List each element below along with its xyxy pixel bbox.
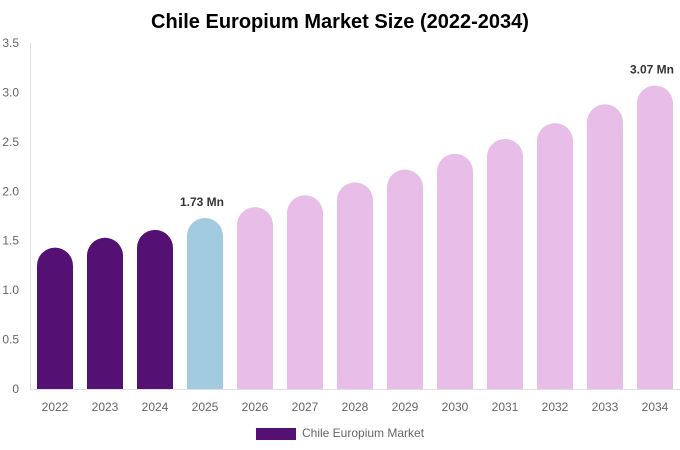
x-tick-label: 2026 <box>242 400 269 414</box>
y-axis: 0 0.5 1.0 1.5 2.0 2.5 3.0 3.5 <box>2 36 31 396</box>
x-axis: 2022 2023 2024 2025 2026 2027 2028 2029 2030 2031… <box>30 389 680 414</box>
x-tick-label: 2022 <box>42 400 69 414</box>
y-tick-label: 2.0 <box>2 184 19 198</box>
y-tick-label: 1.5 <box>2 234 19 248</box>
bar-2032 <box>537 123 573 389</box>
x-tick-label: 2030 <box>442 400 469 414</box>
data-label: 1.73 Mn <box>180 195 224 209</box>
bar-2031 <box>487 138 523 389</box>
bars: 1.73 Mn 3.07 Mn <box>37 63 674 389</box>
x-tick-label: 2034 <box>642 400 669 414</box>
y-tick-label: 3.5 <box>2 36 19 50</box>
x-tick-label: 2029 <box>392 400 419 414</box>
bar-2022 <box>37 247 73 389</box>
x-tick-label: 2023 <box>92 400 119 414</box>
legend-label: Chile Europium Market <box>302 426 425 440</box>
legend-swatch <box>256 428 296 440</box>
x-tick-label: 2033 <box>592 400 619 414</box>
x-tick-label: 2032 <box>542 400 569 414</box>
chart-title: Chile Europium Market Size (2022-2034) <box>151 11 529 33</box>
bar-2029 <box>387 169 423 389</box>
bar-2027 <box>287 195 323 389</box>
bar-2026 <box>237 207 273 389</box>
y-tick-label: 0.5 <box>2 333 19 347</box>
bar-2030 <box>437 153 473 389</box>
bar-2034 <box>637 85 673 389</box>
data-label: 3.07 Mn <box>630 63 674 77</box>
bar-2028 <box>337 182 373 389</box>
y-tick-label: 3.0 <box>2 85 19 99</box>
x-tick-label: 2027 <box>292 400 319 414</box>
y-tick-label: 2.5 <box>2 135 19 149</box>
bar-2023 <box>87 237 123 389</box>
x-tick-label: 2024 <box>142 400 169 414</box>
y-tick-label: 0 <box>12 382 19 396</box>
legend: Chile Europium Market <box>256 426 425 440</box>
bar-2025 <box>187 217 223 389</box>
bar-2024 <box>137 229 173 389</box>
x-tick-label: 2025 <box>192 400 219 414</box>
bar-2033 <box>587 104 623 389</box>
x-tick-label: 2028 <box>342 400 369 414</box>
x-tick-label: 2031 <box>492 400 519 414</box>
y-tick-label: 1.0 <box>2 283 19 297</box>
